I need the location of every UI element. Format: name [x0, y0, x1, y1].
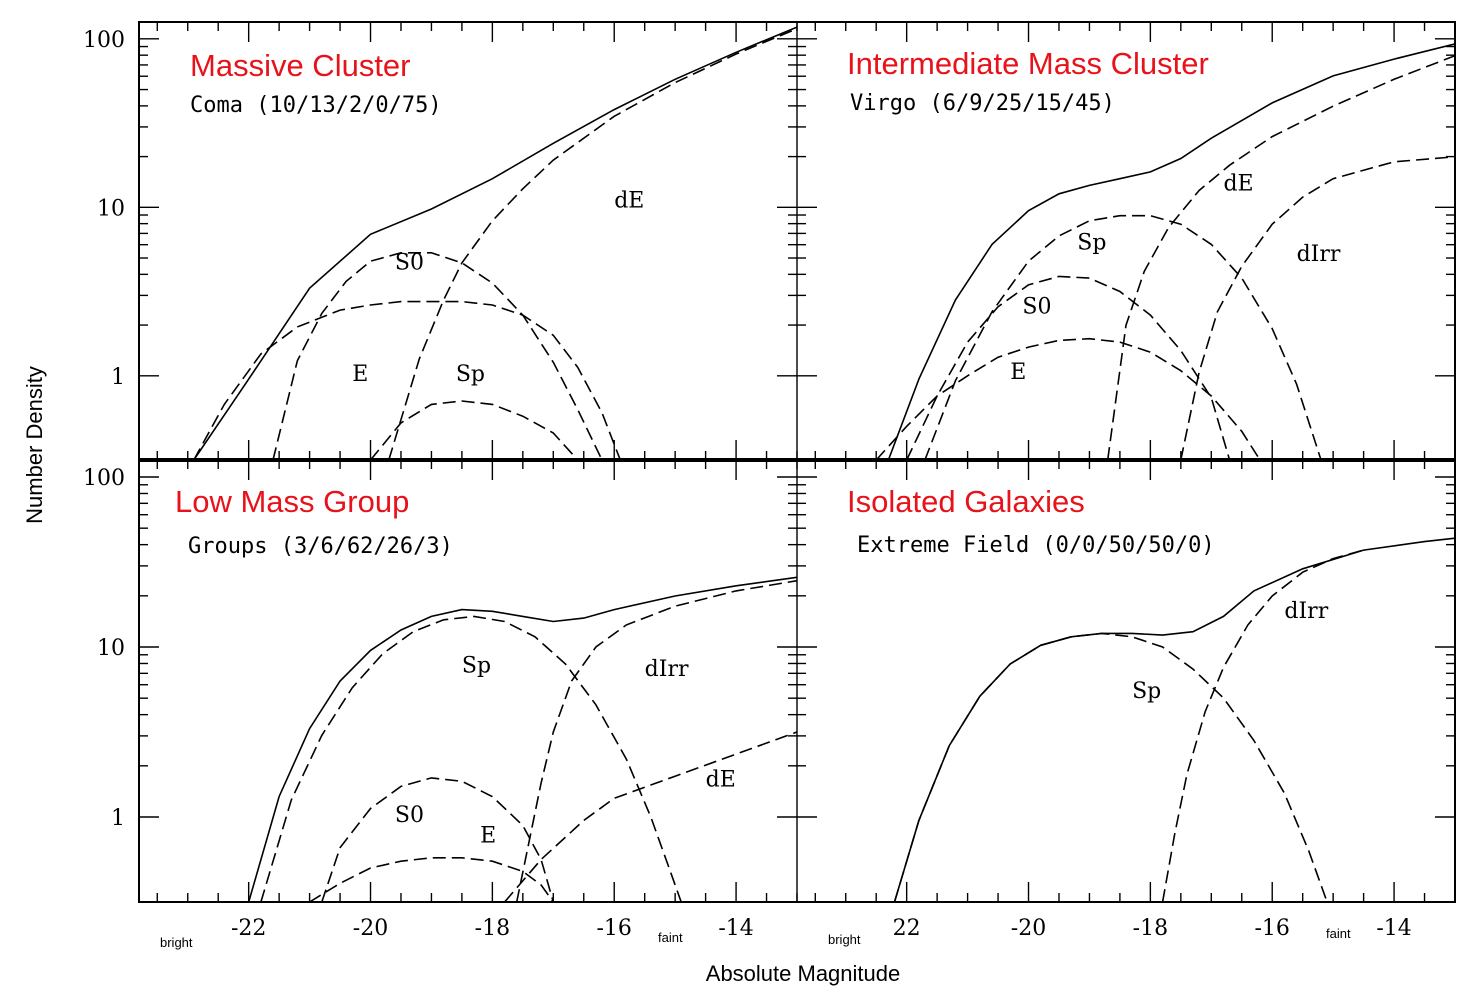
panel-massive-cluster: 100 10 1 dE S0 E Sp Massive Cluster Coma (10/13/…	[83, 22, 798, 460]
curve-dirr	[1180, 156, 1455, 460]
curve-s0	[272, 252, 603, 460]
panel-subtitle: Extreme Field (0/0/50/50/0)	[857, 533, 1215, 558]
x-tick-label: -16	[597, 916, 632, 941]
curve-s0	[905, 275, 1231, 460]
curve-label-s0: S0	[395, 803, 424, 828]
curve-total	[247, 576, 797, 902]
y-tick-label: 100	[83, 28, 125, 53]
faint-label-left: faint	[658, 930, 683, 945]
bright-label-left: bright	[160, 935, 193, 950]
curve-sp	[924, 214, 1322, 460]
y-axis-title: Number Density	[22, 366, 47, 524]
y-tick-label: 10	[97, 636, 125, 661]
x-tick-label: -14	[718, 916, 753, 941]
curve-de	[1106, 54, 1455, 460]
curve-sp	[893, 632, 1328, 902]
curve-label-de: dE	[706, 767, 736, 792]
curve-label-dirr: dIrr	[645, 657, 689, 682]
curve-label-sp: Sp	[462, 654, 491, 679]
curve-label-e: E	[352, 362, 368, 387]
x-tick-label: -18	[1133, 916, 1168, 941]
curve-e	[875, 337, 1261, 460]
curve-e	[309, 857, 554, 902]
curve-label-sp: Sp	[1077, 230, 1106, 255]
x-tick-label: 22	[893, 916, 921, 941]
curve-label-s0: S0	[395, 251, 424, 276]
curve-total	[193, 26, 797, 460]
y-tick-label: 100	[83, 466, 125, 491]
panel-low-mass-group: 100 10 1 -22 -20 -18 -16 -14 Sp dIrr dE S0 E Low Mass…	[83, 460, 798, 941]
x-tick-label: -20	[1011, 916, 1046, 941]
x-tick-label: -22	[231, 916, 266, 941]
y-tick-label: 1	[111, 806, 125, 831]
faint-label-right: faint	[1326, 926, 1351, 941]
curve-sp	[260, 615, 682, 902]
x-tick-label: -20	[353, 916, 388, 941]
panel-title: Massive Cluster	[190, 48, 411, 83]
curve-label-sp: Sp	[1132, 679, 1161, 704]
x-axis-title: Absolute Magnitude	[706, 961, 900, 986]
curve-label-s0: S0	[1022, 294, 1051, 319]
curve-dirr	[515, 579, 797, 902]
curve-dirr	[1161, 549, 1364, 902]
y-tick-label: 1	[111, 365, 125, 390]
x-tick-label: -14	[1376, 916, 1411, 941]
panel-subtitle: Virgo (6/9/25/15/45)	[850, 91, 1115, 116]
panel-intermediate-mass-cluster: dE dIrr Sp S0 E Intermediate Mass Cluster Virg…	[797, 22, 1456, 460]
figure-frame	[138, 21, 1456, 903]
panel-title: Isolated Galaxies	[847, 484, 1085, 519]
curve-label-e: E	[1010, 360, 1026, 385]
curve-total	[887, 43, 1455, 460]
y-tick-label: 10	[97, 196, 125, 221]
curve-label-sp: Sp	[456, 362, 485, 387]
panel-title: Low Mass Group	[175, 484, 409, 519]
curve-e	[193, 300, 622, 460]
curve-de	[388, 27, 797, 460]
curve-label-dirr: dIrr	[1297, 242, 1341, 267]
curve-label-de: dE	[1223, 171, 1253, 196]
panel-subtitle: Groups (3/6/62/26/3)	[188, 534, 453, 559]
curve-label-dirr: dIrr	[1284, 599, 1328, 624]
curve-s0	[321, 777, 555, 902]
panel-title: Intermediate Mass Cluster	[847, 46, 1209, 81]
curve-label-e: E	[480, 824, 496, 849]
x-tick-label: -18	[475, 916, 510, 941]
panel-subtitle: Coma (10/13/2/0/75)	[190, 93, 442, 118]
bright-label-right: bright	[828, 932, 861, 947]
x-tick-label: -16	[1255, 916, 1290, 941]
curve-label-de: dE	[614, 188, 644, 213]
